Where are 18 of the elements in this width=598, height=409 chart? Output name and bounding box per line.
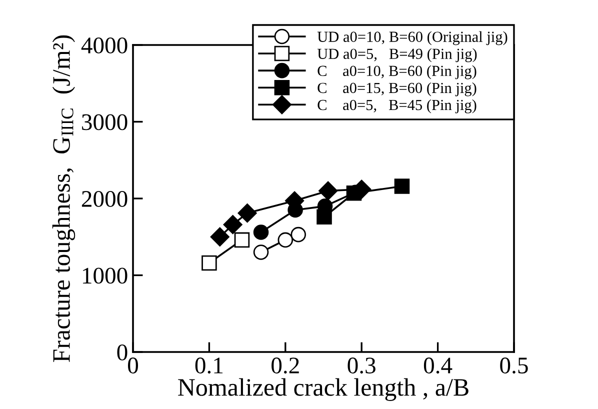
legend-label: UD a0=10, B=60 (Original jig) [317,31,508,46]
y-tick-label: 2000 [82,190,128,207]
y-tick-label: 3000 [82,114,128,130]
x-tick-label: 0.1 [195,358,223,374]
y-axis-title: Fracture toughness, G$_{IIIC}$ (J/m²) [52,35,76,362]
legend-label: C a0=10, B=60 (Pin jig) [318,65,476,80]
x-tick-label: 0.4 [424,358,452,374]
legend-label: C a0=5, B=45 (Pin jig) [318,99,476,114]
y-tick-label: 1000 [82,268,128,284]
x-tick-label: 0.3 [348,358,376,374]
y-tick-label: 4000 [81,37,128,54]
x-axis-title: Nomalized crack length , a/B [178,378,468,402]
x-tick-label: 0.2 [272,358,299,374]
x-tick-label: 0 [128,358,138,374]
y-tick-label: 0 [117,344,128,360]
legend-label: C a0=15, B=60 (Pin jig) [318,82,476,96]
x-tick-label: 0.5 [500,358,528,374]
legend-label: UD a0=5, B=49 (Pin jig) [317,48,477,62]
